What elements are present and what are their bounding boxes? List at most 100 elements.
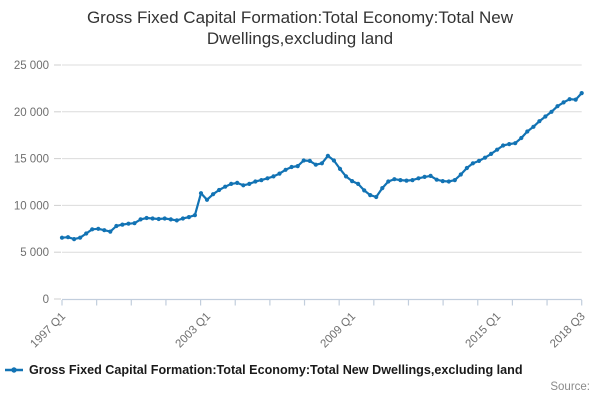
data-point xyxy=(138,217,143,222)
y-tick-label: 25 000 xyxy=(14,60,49,72)
data-point xyxy=(573,97,578,102)
data-point xyxy=(386,179,391,184)
data-point xyxy=(489,151,494,156)
data-point xyxy=(126,221,131,226)
data-point xyxy=(368,193,373,198)
data-point xyxy=(380,186,385,191)
line-chart: 0 5 000 10 000 15 000 20 000 25 000 1997 Q1 200… xyxy=(14,60,588,351)
data-point xyxy=(343,174,349,179)
data-point xyxy=(78,235,83,240)
data-point xyxy=(501,143,506,148)
data-point xyxy=(301,158,306,163)
data-point xyxy=(132,221,137,226)
data-point xyxy=(156,216,161,222)
data-point xyxy=(392,177,397,182)
y-tick-label: 5 000 xyxy=(20,247,49,259)
legend: Gross Fixed Capital Formation:Total Econ… xyxy=(4,363,596,377)
data-point xyxy=(186,215,191,220)
x-tick-label: 2003 Q1 xyxy=(173,311,213,351)
data-point xyxy=(96,226,101,231)
data-point xyxy=(150,216,155,221)
x-tick-label: 2015 Q1 xyxy=(464,311,504,351)
data-point xyxy=(555,104,560,109)
data-point xyxy=(198,191,204,196)
y-tick-label: 15 000 xyxy=(14,154,49,166)
chart-title-line2: Dwellings,excluding land xyxy=(206,29,394,48)
legend-label: Gross Fixed Capital Formation:Total Econ… xyxy=(29,363,523,377)
data-point xyxy=(253,179,258,184)
data-point xyxy=(464,165,469,171)
data-point xyxy=(289,164,294,170)
data-point xyxy=(192,213,197,218)
data-point xyxy=(307,158,312,163)
data-point xyxy=(337,166,343,171)
data-point xyxy=(495,147,500,152)
data-point xyxy=(84,231,89,236)
data-point xyxy=(350,179,355,184)
chart-title-line1: Gross Fixed Capital Formation:Total Econ… xyxy=(86,8,514,27)
data-point xyxy=(398,178,403,183)
data-point xyxy=(440,179,445,184)
data-point xyxy=(428,173,433,178)
data-point xyxy=(482,155,488,160)
data-point xyxy=(561,100,566,105)
y-tick-label: 0 xyxy=(43,294,49,306)
data-point xyxy=(120,222,125,227)
data-point xyxy=(174,218,179,223)
data-point xyxy=(446,179,451,184)
data-point xyxy=(65,235,71,240)
data-point xyxy=(247,181,252,186)
data-point xyxy=(319,161,324,166)
data-point xyxy=(549,109,554,114)
series-line xyxy=(60,91,583,241)
data-point xyxy=(331,158,336,163)
source-label: Source: xyxy=(550,381,590,393)
data-point xyxy=(525,129,530,134)
data-point xyxy=(271,174,276,179)
data-point xyxy=(235,180,240,185)
data-point xyxy=(102,228,107,233)
data-point xyxy=(519,135,524,141)
data-point xyxy=(217,187,222,193)
data-point xyxy=(223,184,228,189)
data-point xyxy=(374,194,379,200)
data-point xyxy=(416,176,421,181)
data-point xyxy=(531,124,536,129)
x-tick-label: 2009 Q1 xyxy=(319,311,359,351)
y-tick-label: 20 000 xyxy=(14,107,49,119)
data-point xyxy=(434,177,439,182)
data-point xyxy=(180,216,185,221)
data-point xyxy=(410,178,415,183)
data-point xyxy=(325,153,330,158)
x-tick-label: 2018 Q3 xyxy=(548,311,588,351)
data-point xyxy=(543,114,548,119)
data-point xyxy=(422,174,427,179)
data-point xyxy=(579,91,584,96)
data-point xyxy=(470,161,475,166)
data-point xyxy=(404,178,409,183)
data-point xyxy=(108,229,113,234)
data-point xyxy=(295,164,300,169)
data-point xyxy=(114,223,119,229)
data-point xyxy=(259,178,264,183)
data-point xyxy=(229,181,234,186)
data-point xyxy=(168,217,173,222)
data-point xyxy=(537,119,542,124)
data-point xyxy=(144,215,149,221)
data-point xyxy=(458,172,463,177)
data-point xyxy=(362,188,367,193)
data-point xyxy=(59,235,65,240)
data-point xyxy=(513,141,518,146)
data-point xyxy=(356,181,361,186)
data-point xyxy=(452,178,457,183)
data-point xyxy=(283,167,288,172)
data-point xyxy=(211,192,216,197)
chart-title: Gross Fixed Capital Formation:Total Econ… xyxy=(0,7,600,49)
data-point xyxy=(241,183,246,188)
x-tick-label: 1997 Q1 xyxy=(28,311,68,351)
data-point xyxy=(476,158,482,163)
legend-item[interactable]: Gross Fixed Capital Formation:Total Econ… xyxy=(4,363,523,377)
data-point xyxy=(567,97,572,102)
data-point xyxy=(507,142,512,147)
